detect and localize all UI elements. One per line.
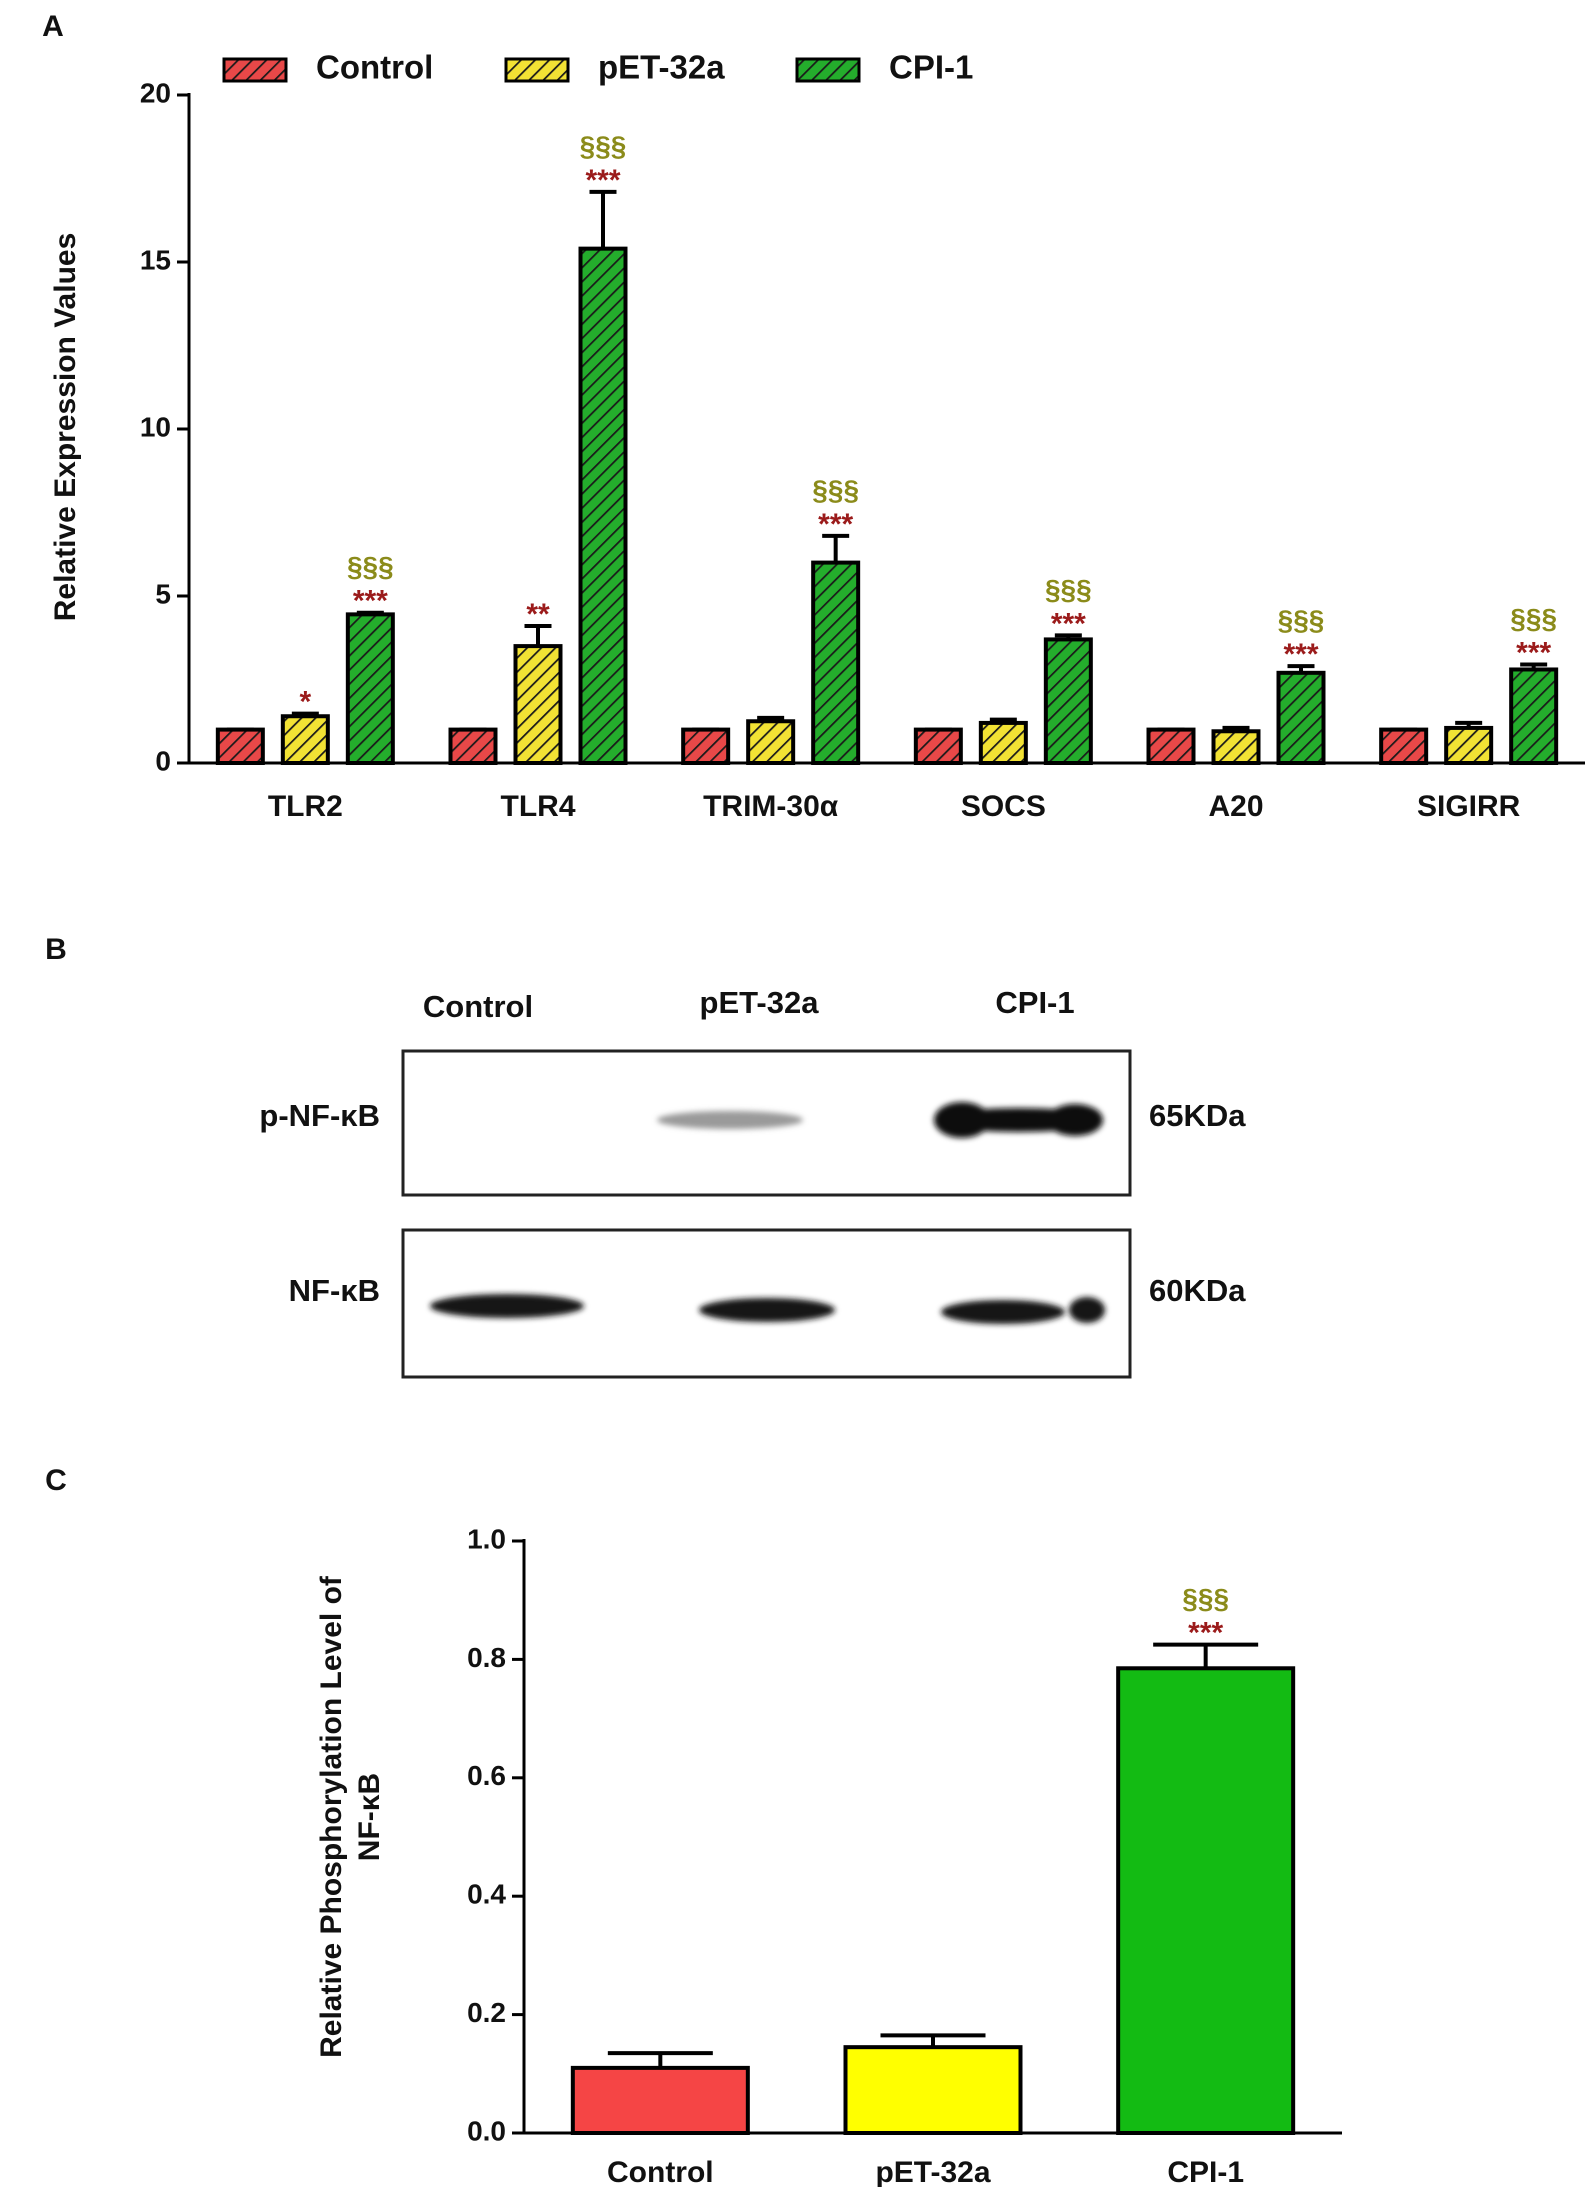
legend-swatch: [504, 57, 570, 83]
legend-label: Control: [316, 49, 433, 86]
legend-swatch: [795, 57, 861, 83]
bar: [1116, 1666, 1296, 2136]
significance-mark: ***: [818, 508, 853, 541]
y-tick-label: 0.0: [467, 2115, 506, 2146]
significance-mark: ***: [1188, 1617, 1223, 1650]
significance-mark: ***: [1051, 607, 1086, 640]
significance-mark: §§§: [1510, 603, 1557, 634]
panel-label: C: [45, 1464, 67, 1497]
bar: [570, 2065, 750, 2135]
significance-mark: ***: [353, 585, 388, 618]
legend-swatch: [222, 57, 288, 83]
row-label: NF-κB: [289, 1273, 380, 1308]
x-tick-label: pET-32a: [875, 2156, 990, 2187]
legend-label: CPI-1: [889, 49, 973, 86]
significance-mark: ***: [585, 164, 620, 197]
bar: [681, 727, 731, 765]
lane-label: CPI-1: [995, 985, 1074, 1020]
significance-mark: §§§: [1278, 605, 1325, 636]
bar: [513, 644, 563, 765]
legend-label: pET-32a: [598, 49, 725, 86]
significance-mark: §§§: [1045, 574, 1092, 605]
significance-mark: ***: [1516, 636, 1551, 669]
bar: [1509, 667, 1559, 765]
panel-label: B: [45, 933, 67, 966]
band: [699, 1298, 835, 1322]
y-axis-label: Relative Expression Values: [49, 233, 82, 622]
band: [657, 1111, 803, 1129]
bands: [430, 1102, 1105, 1324]
size-label: 60KDa: [1149, 1273, 1246, 1308]
y-tick-label: 0.8: [467, 1642, 506, 1673]
lane-label: Control: [423, 989, 533, 1024]
y-tick-label: 15: [140, 244, 171, 275]
bar: [578, 246, 628, 765]
y-tick-label: 0.6: [467, 1760, 506, 1791]
bar: [1211, 729, 1261, 766]
bar: [280, 714, 330, 765]
bar: [345, 612, 395, 765]
x-tick-label: TLR2: [268, 790, 343, 823]
size-label: 65KDa: [1149, 1098, 1246, 1133]
row-label: p-NF-κB: [259, 1098, 380, 1133]
y-tick-label: 5: [155, 578, 171, 609]
bar: [1379, 727, 1429, 765]
y-axis-label: Relative Phosphorylation Level of: [315, 1575, 348, 2058]
x-tick-label: SOCS: [961, 790, 1046, 823]
bar: [1043, 637, 1093, 765]
x-tick-label: A20: [1208, 790, 1263, 823]
x-tick-label: TLR4: [501, 790, 576, 823]
significance-mark: **: [526, 598, 550, 631]
bar: [1444, 725, 1494, 765]
panel-label: A: [42, 10, 64, 43]
bar: [843, 2045, 1023, 2136]
y-tick-label: 10: [140, 411, 171, 442]
band: [1069, 1297, 1105, 1323]
lane-label: pET-32a: [700, 985, 820, 1020]
y-tick-label: 0.2: [467, 1997, 506, 2028]
significance-mark: §§§: [812, 474, 859, 505]
band: [430, 1294, 584, 1318]
bar: [811, 560, 861, 765]
band: [941, 1300, 1065, 1324]
x-tick-label: CPI-1: [1167, 2156, 1244, 2187]
bar: [448, 727, 498, 765]
bar: [978, 720, 1028, 765]
y-tick-label: 0.4: [467, 1879, 506, 1910]
bar: [1146, 727, 1196, 765]
y-tick-label: 0: [155, 745, 171, 776]
band: [1047, 1104, 1103, 1136]
y-tick-label: 20: [140, 77, 171, 108]
significance-mark: §§§: [580, 130, 627, 161]
bar: [746, 719, 796, 765]
significance-mark: ***: [1283, 638, 1318, 671]
band: [934, 1102, 990, 1138]
bar: [215, 727, 265, 765]
significance-mark: §§§: [1182, 1583, 1229, 1614]
bar: [913, 727, 963, 765]
y-axis-label: NF-κB: [353, 1773, 386, 1861]
significance-mark: *: [299, 685, 311, 718]
x-tick-label: Control: [607, 2156, 714, 2187]
x-tick-label: TRIM-30α: [703, 790, 839, 823]
significance-mark: §§§: [347, 551, 394, 582]
bar: [1276, 670, 1326, 766]
x-tick-label: SIGIRR: [1417, 790, 1521, 823]
y-tick-label: 1.0: [467, 1523, 506, 1554]
